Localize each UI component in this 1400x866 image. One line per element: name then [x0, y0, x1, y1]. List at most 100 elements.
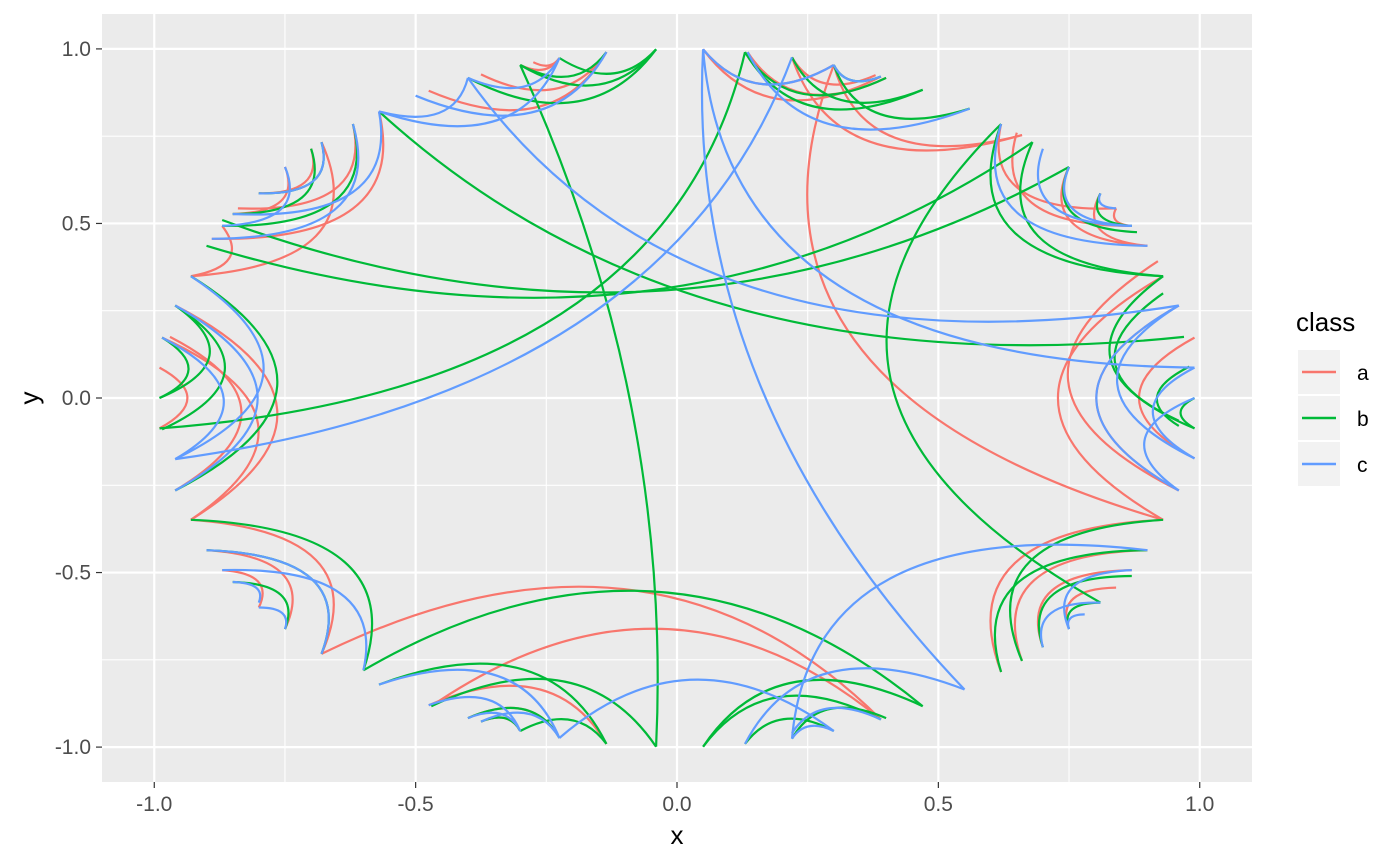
edge-line-a [702, 48, 882, 102]
edge-line-c [222, 568, 368, 671]
edge-line-a [237, 123, 357, 210]
legend-label-a: a [1357, 362, 1369, 385]
legend-label-c: c [1357, 454, 1368, 477]
edge-line-b [832, 64, 971, 120]
edge-line-b [159, 51, 747, 430]
edge-line-c [558, 678, 835, 739]
edge-line-c [206, 549, 330, 655]
edge-line-c [1063, 569, 1132, 630]
edge-line-a [161, 336, 260, 521]
edge-line-a [790, 56, 1023, 152]
edge-line-b [159, 336, 190, 399]
edge-line-c [702, 49, 1195, 369]
edge-line-c [832, 64, 882, 83]
edge-line-a [480, 51, 608, 92]
edge-line-b [430, 677, 658, 748]
edge-line-b [744, 717, 835, 745]
edge-line-a [321, 585, 882, 721]
edge-line-c [1097, 192, 1117, 210]
edge-line-c [746, 51, 971, 131]
x-axis-ticks: -1.0 -0.5 0.0 0.5 1.0 [136, 782, 1214, 816]
edge-line-b [159, 304, 211, 400]
y-tick-label: 1.0 [62, 38, 91, 61]
edge-line-a [222, 569, 264, 608]
edge-line-c [175, 56, 794, 461]
edge-line-a [190, 518, 335, 655]
edge-line-c [744, 667, 965, 745]
x-tick-label: -1.0 [136, 793, 172, 816]
edge-line-c [1063, 166, 1132, 227]
edge-line-c [258, 606, 288, 630]
edge-line-b [161, 304, 227, 431]
edge-line-c [1151, 366, 1196, 460]
edge-line-b [1037, 574, 1132, 648]
edge-line-a [211, 111, 385, 240]
edge-line-a [1066, 260, 1180, 492]
edge-line-b [519, 718, 608, 745]
edge-line-b [190, 518, 374, 671]
edge-line-a [1057, 275, 1164, 521]
x-tick-label: 0.0 [662, 793, 691, 816]
edge-line-c [378, 77, 469, 118]
edge-line-b [1008, 518, 1164, 662]
edge-line-c [232, 111, 383, 216]
edge-line-c [428, 696, 522, 732]
y-tick-label: 0.0 [62, 387, 91, 410]
edge-line-c [700, 49, 966, 691]
edge-line-a [190, 141, 335, 278]
x-tick-label: 0.5 [924, 793, 953, 816]
edge-line-c [258, 141, 325, 195]
edge-line-c [467, 57, 561, 90]
edge-line-a [430, 627, 882, 721]
edge-line-b [519, 64, 659, 747]
edge-line-c [993, 123, 1148, 247]
x-tick-label: -0.5 [398, 793, 434, 816]
edge-line-b [467, 48, 657, 105]
edge-line-a [158, 366, 189, 430]
edge-line-c [222, 166, 291, 227]
edge-line-a [806, 64, 1164, 521]
major-gridlines [102, 14, 1252, 782]
edge-line-c [702, 48, 835, 86]
legend: class abc [1296, 307, 1369, 486]
edge-line-a [174, 304, 279, 521]
y-tick-label: 0.5 [62, 212, 91, 235]
edge-line-c [467, 77, 1179, 323]
edge-line-b [362, 589, 924, 708]
edge-line-c [161, 336, 225, 461]
edge-line-c [378, 668, 561, 739]
edge-line-c [378, 57, 561, 128]
legend-title: class [1296, 307, 1355, 337]
edge-line-a [190, 225, 233, 278]
edge-line-c [1067, 613, 1085, 630]
edge-line-b [791, 56, 924, 104]
edge-line-b [558, 48, 657, 75]
y-axis-ticks: -1.0 -0.5 0.0 0.5 1.0 [55, 38, 102, 759]
edge-line-b [174, 275, 279, 492]
edge-lines [158, 48, 1196, 748]
edge-line-b [1019, 141, 1164, 278]
edge-line-b [232, 148, 316, 216]
edge-line-b [989, 123, 1164, 278]
edge-line-c [1143, 396, 1195, 492]
edge-line-c [480, 711, 561, 739]
edge-line-c [211, 123, 360, 240]
y-tick-label: -1.0 [55, 736, 91, 759]
edge-line-c [791, 706, 882, 734]
edge-line-a [832, 64, 1023, 148]
legend-label-b: b [1357, 408, 1369, 431]
edge-line-c [174, 304, 259, 492]
edge-line-b [993, 549, 1148, 673]
edge-line-c [1115, 304, 1195, 460]
x-axis-title: x [671, 820, 684, 850]
edge-line-c [174, 275, 265, 461]
edge-line-c [1039, 601, 1101, 648]
edge-line-b [221, 165, 1070, 294]
edge-line-a [169, 335, 243, 492]
edge-line-b [519, 51, 608, 78]
edge-line-c [232, 580, 262, 603]
edge-line-c [415, 51, 608, 117]
edge-line-c [1095, 304, 1180, 492]
y-axis-title: y [14, 392, 44, 405]
